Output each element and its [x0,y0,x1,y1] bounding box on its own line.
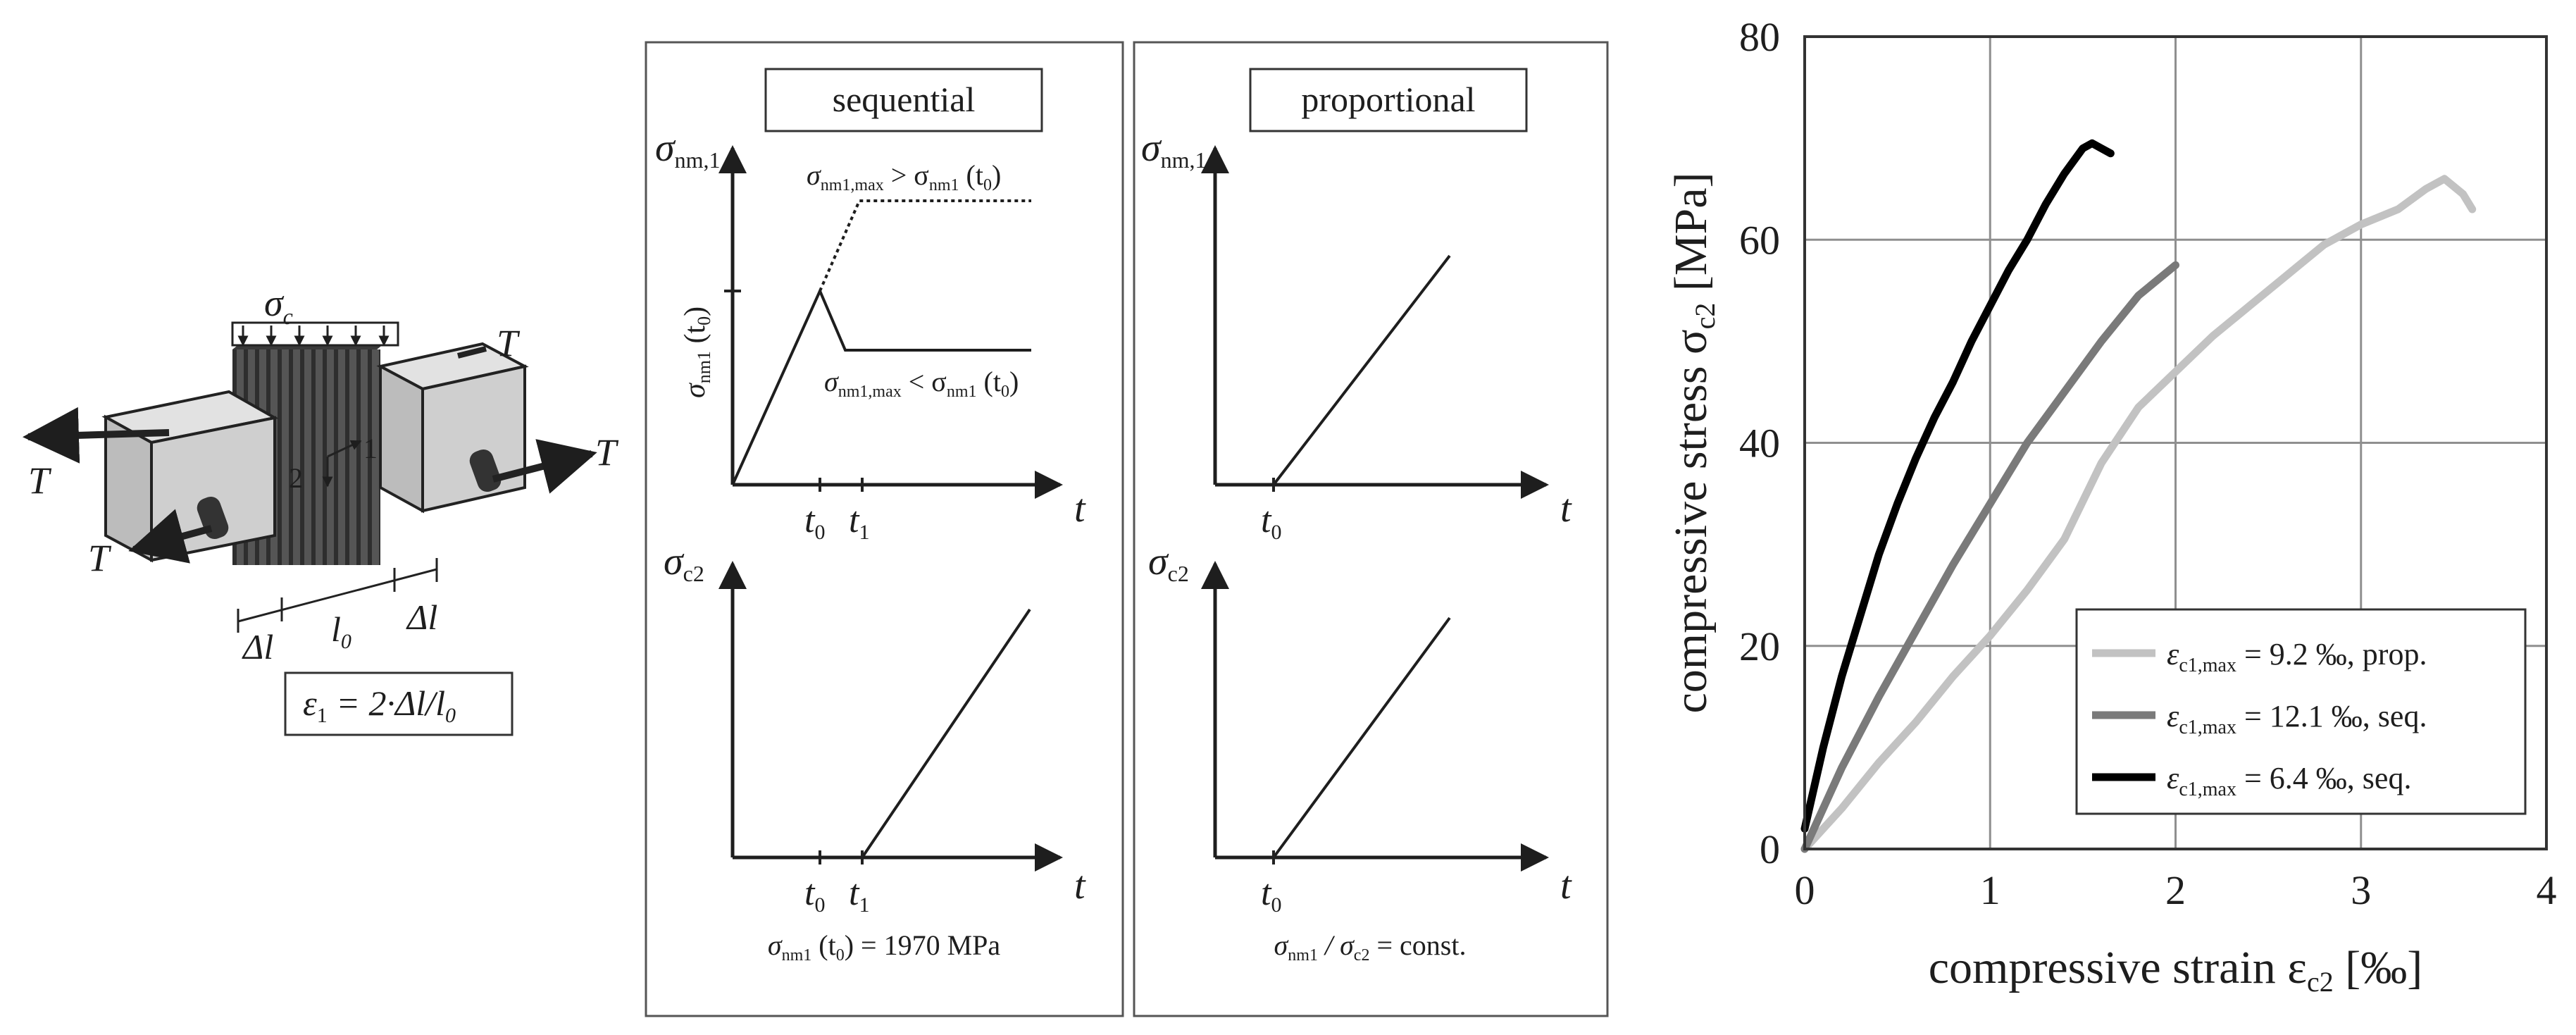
prop-top-t-axis-label: t [1560,487,1572,531]
delta-l-left: Δl [242,627,273,667]
load-arrows [237,326,390,347]
delta-l-right: Δl [406,597,437,637]
strain-formula: ε1 = 2·Δl/l0 [303,683,456,727]
x-tick-label: 1 [1980,867,2001,913]
tension-arrow-right [492,439,597,494]
tension-label-right-top: T [497,322,521,364]
y-tick-label: 0 [1760,826,1780,872]
proportional-panel: proportional σnm,1 t0 t σc2 t0 t σnm1 / … [1133,41,1609,1017]
x-tick-label: 4 [2537,867,2557,913]
y-tick-label: 40 [1739,421,1780,466]
seq-top-ytick-label: σnm1 (t0) [679,306,714,398]
seq-bottom-t-axis-label: t [1074,864,1086,907]
seq-bottom-t1-label: t1 [849,873,869,917]
legend-entry-1: εc1,max = 9.2 ‰, prop. [2167,637,2427,676]
tension-arrow-right-top [457,346,487,359]
l0-label: l0 [331,609,351,653]
y-axis-label: compressive stress σc2 [MPa] [1665,172,1721,713]
prop-bottom-t-axis-label: t [1560,864,1572,907]
left-cube-side [104,414,153,563]
right-bolt [469,449,502,492]
legend-entry-3: εc1,max = 6.4 ‰, seq. [2167,761,2411,800]
seq-bottom-ylabel: σc2 [664,540,704,586]
stress-label: σc [264,282,293,329]
sequential-frame [645,41,1124,1017]
tension-label-left-bottom: T [88,537,112,579]
sequential-title: sequential [833,80,976,119]
strain-formula-box [284,671,514,736]
proportional-title-box [1249,68,1528,132]
sequential-title-box [764,68,1043,132]
seq-top-t-axis-label: t [1074,487,1086,531]
series-line-2 [1800,261,2179,853]
axis-1-arrow [327,440,362,458]
plot-frame [1803,35,2548,850]
x-tick-label: 2 [2165,867,2186,913]
series-line-1 [1800,175,2477,853]
sequential-panel: sequential σnm,1 σnm1 (t0) σnm1,max > σn… [645,41,1124,1017]
prop-bottom-t0-label: t0 [1261,873,1281,917]
tension-label-right: T [595,431,619,473]
series-line-3 [1800,139,2115,833]
prop-top-curve [1272,254,1451,486]
proportional-caption: σnm1 / σc2 = const. [1274,929,1467,965]
seq-top-ylabel: σnm,1 [655,126,721,173]
axis-1-label: 1 [363,433,378,464]
chart-series [1800,139,2477,853]
prop-bottom-curve [1272,616,1451,859]
prop-top-t0-label: t0 [1261,500,1281,544]
prop-top-ylabel: σnm,1 [1141,126,1207,173]
prop-bottom-ylabel: σc2 [1148,540,1189,586]
proportional-title: proportional [1301,80,1475,119]
axis-2-label: 2 [289,462,303,494]
seq-annotation-lower: σnm1,max < σnm1 (t0) [824,366,1019,401]
y-tick-label: 20 [1739,624,1780,669]
proportional-frame [1133,41,1609,1017]
seq-bottom-curve [733,608,1031,859]
seq-annotation-upper: σnm1,max > σnm1 (t0) [807,159,1001,194]
tension-arrow-left-bottom [128,509,213,564]
seq-top-curve [731,287,1031,485]
sequential-caption: σnm1 (t0) = 1970 MPa [768,929,1001,965]
seq-top-t1-label: t1 [849,500,869,544]
load-bar [231,321,399,347]
tension-label-left-top: T [28,459,52,502]
legend-entry-2: εc1,max = 12.1 ‰, seq. [2167,699,2427,738]
seq-bottom-t0-label: t0 [804,873,825,917]
seq-top-t0-label: t0 [804,500,825,544]
y-tick-label: 60 [1739,217,1780,263]
y-tick-label: 80 [1739,14,1780,60]
specimen-sketch: 1 2 σc T T T T Δl l0 Δl ε1 = 2·Δl/l0 [23,282,619,736]
gauge-length-dimension [237,558,438,633]
seq-top-dotted-curve [819,199,1031,292]
x-tick-label: 0 [1795,867,1815,913]
tension-arrow-left-top [23,407,170,464]
right-cube-front [421,364,526,513]
x-axis-label: compressive strain εc2 [‰] [1929,942,2422,998]
right-cube-side [379,364,424,514]
x-tick-label: 3 [2351,867,2371,913]
legend: εc1,max = 9.2 ‰, prop. εc1,max = 12.1 ‰, … [2075,608,2527,815]
